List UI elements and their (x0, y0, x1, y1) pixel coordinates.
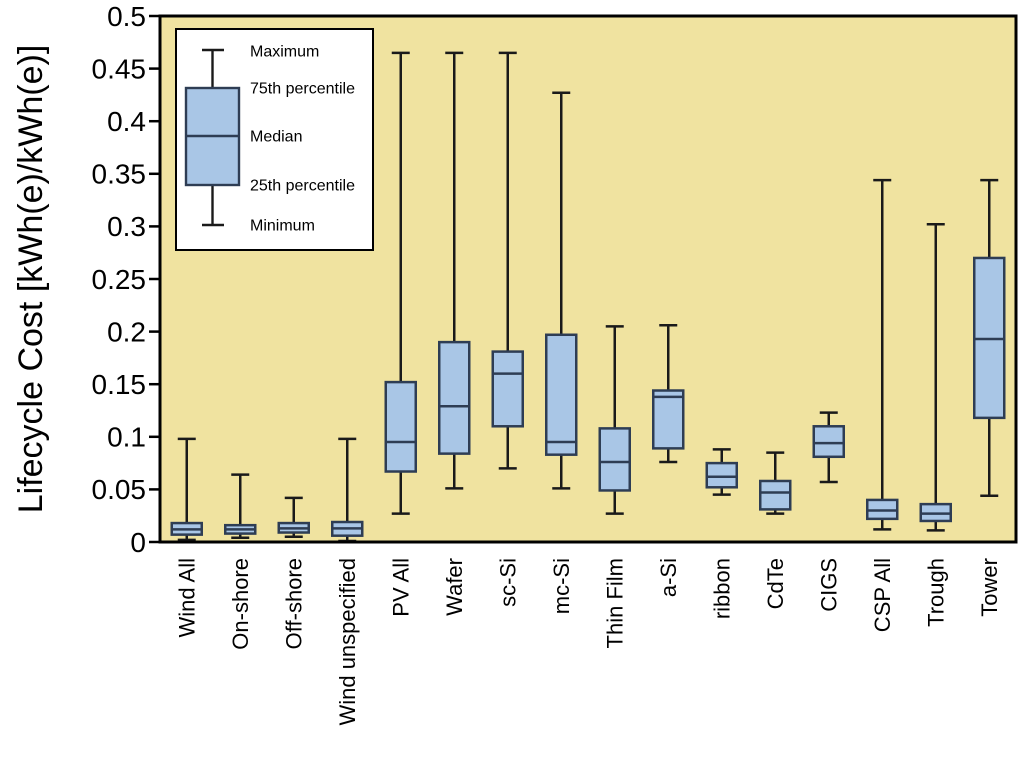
legend-label-minimum: Minimum (250, 218, 315, 235)
box-thin-film (598, 325, 631, 515)
box-off-shore (277, 496, 310, 538)
box-mc-si (545, 91, 578, 490)
box-trough (919, 223, 952, 532)
y-axis: 0 0.05 0.1 0.15 0.2 0.25 0.3 0.35 0.4 0.45 0.5 (92, 1, 160, 558)
x-category-label: Off-shore (281, 558, 306, 649)
x-category-label: mc-Si (549, 558, 574, 614)
box-sc-si (491, 51, 524, 470)
x-category-label: CdTe (763, 558, 788, 609)
x-category-label: CIGS (816, 558, 841, 612)
y-tick-label: 0.2 (107, 316, 146, 347)
box-csp-all (866, 178, 899, 531)
iqr-box (384, 380, 417, 473)
y-tick-label: 0.4 (107, 106, 146, 137)
x-category-label: a-Si (656, 558, 681, 597)
x-category-label: Trough (923, 558, 948, 627)
y-tick-label: 0.05 (92, 474, 147, 505)
x-category-label: Wind All (174, 558, 199, 637)
box-cigs (812, 411, 845, 484)
iqr-box (705, 461, 738, 489)
legend-labels: Maximum 75th percentile Median 25th perc… (250, 44, 355, 235)
y-tick-label: 0 (130, 527, 146, 558)
box-pv-all (384, 51, 417, 515)
box-ribbon (705, 448, 738, 496)
x-category-label: ribbon (709, 558, 734, 619)
y-tick-label: 0.5 (107, 1, 146, 32)
y-tick-label: 0.15 (92, 369, 147, 400)
x-category-label: CSP All (870, 558, 895, 632)
box-on-shore (224, 473, 257, 540)
y-tick-label: 0.35 (92, 159, 147, 190)
iqr-box (759, 479, 792, 511)
x-category-label: PV All (388, 558, 413, 617)
box-series (170, 51, 1006, 543)
x-category-label: Tower (977, 558, 1002, 617)
iqr-box (438, 340, 471, 455)
legend-label-median: Median (250, 129, 302, 146)
y-tick-label: 0.3 (107, 211, 146, 242)
box-a-si (652, 324, 685, 464)
x-category-label: On-shore (228, 558, 253, 650)
y-tick-label: 0.45 (92, 53, 147, 84)
y-tick-label: 0.25 (92, 264, 147, 295)
legend-sample-boxplot (184, 48, 241, 227)
box-wind-all (170, 437, 203, 542)
legend-label-maximum: Maximum (250, 44, 319, 61)
x-category-label: Wind unspecified (335, 558, 360, 726)
y-axis-title: Lifecycle Cost [kWh(e)/kWh(e)] (12, 45, 50, 514)
x-category-label: Thin Film (602, 558, 627, 648)
iqr-box (812, 425, 845, 459)
x-category-label: Wafer (442, 558, 467, 616)
box-cdte (759, 451, 792, 515)
iqr-box (491, 350, 524, 428)
box-tower (973, 178, 1006, 497)
legend-label-25th-percentile: 25th percentile (250, 178, 355, 195)
legend-label-75th-percentile: 75th percentile (250, 81, 355, 98)
legend: Maximum 75th percentile Median 25th perc… (175, 28, 374, 251)
iqr-box (652, 389, 685, 450)
y-tick-label: 0.1 (107, 422, 146, 453)
iqr-box (545, 333, 578, 456)
iqr-box (598, 427, 631, 492)
x-category-label: sc-Si (495, 558, 520, 607)
x-axis-labels: Wind All On-shore Off-shore Wind unspecifie… (174, 558, 1002, 726)
box-wafer (438, 51, 471, 490)
